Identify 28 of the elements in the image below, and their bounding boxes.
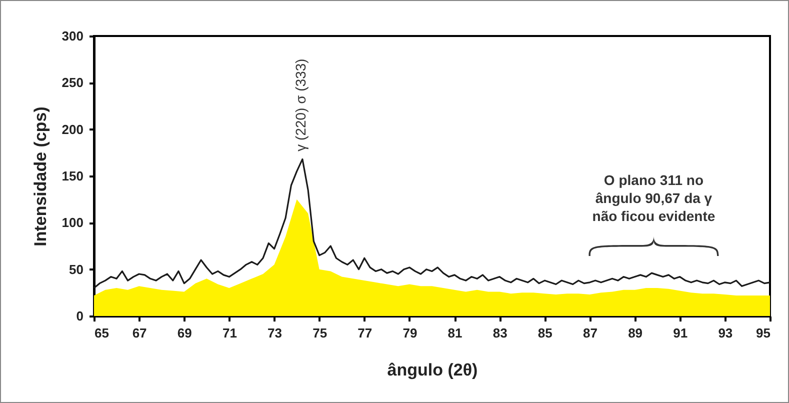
y-tick-label: 250 [62,75,84,90]
y-tick-label: 200 [62,122,84,137]
y-tick-label: 100 [62,215,84,230]
line-series [93,158,771,289]
y-tick-label: 0 [76,308,84,324]
y-tick-label: 300 [62,28,84,44]
x-tick-label: 85 [538,326,552,340]
x-tick-label: 89 [628,326,643,340]
annotation: γ (220) σ (333) [292,58,308,152]
x-tick-label: 93 [718,326,733,340]
annotation: O plano 311 no ângulo 90,67 da γ não ficou evidente [592,172,716,224]
y-tick-label: 150 [62,168,84,184]
x-tick-label: 83 [492,326,508,340]
x-tick-label: 69 [177,326,192,340]
x-tick-label: 75 [312,326,328,340]
x-tick-label: 73 [268,326,282,340]
x-tick-label: 77 [358,326,372,340]
x-tick-label: 95 [756,326,770,340]
x-tick-label: 79 [402,326,418,340]
x-tick-label: 71 [222,326,237,340]
x-tick-label: 87 [583,326,598,340]
x-tick-label: 91 [673,326,688,340]
y-tick-label: 50 [69,262,84,277]
x-tick-label: 67 [132,326,147,340]
y-axis-title: Intensidade (cps) [30,106,50,246]
x-tick-label: 81 [448,326,462,340]
x-tick-label: 65 [94,326,109,340]
x-axis-title: ângulo (2θ) [387,360,478,380]
